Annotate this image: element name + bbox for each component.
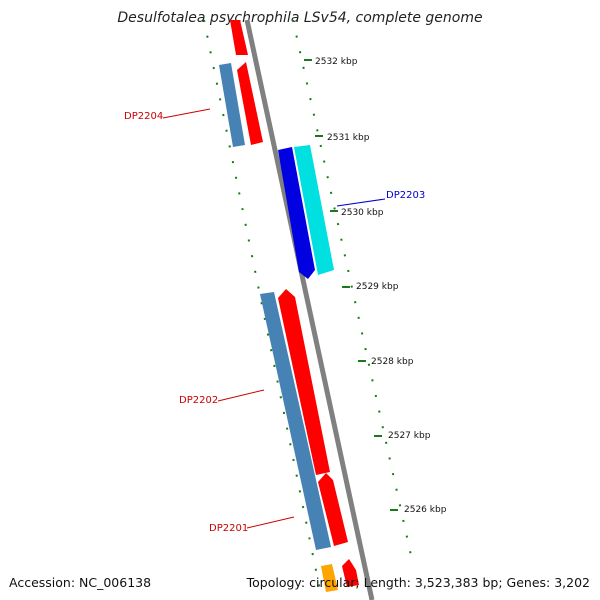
gene-top-red[interactable] bbox=[230, 20, 248, 55]
tick-label: 2529 kbp bbox=[356, 282, 399, 292]
gene-label-dp2201[interactable]: DP2201 bbox=[209, 516, 295, 534]
gene-dp2201[interactable] bbox=[318, 473, 348, 546]
gene-arrow[interactable] bbox=[294, 145, 334, 275]
gene-bottom-orange[interactable] bbox=[321, 564, 338, 592]
tick-label: 2532 kbp bbox=[315, 57, 358, 67]
gene-arrow[interactable] bbox=[237, 62, 263, 145]
genome-backbone bbox=[244, 19, 375, 600]
gene-label-dp2202[interactable]: DP2202 bbox=[179, 389, 265, 406]
tick-labels: 2532 kbp 2531 kbp 2530 kbp 2529 kbp 2528… bbox=[304, 57, 447, 515]
accession-label: Accession: NC_006138 bbox=[9, 575, 152, 590]
gene-bottom-red[interactable] bbox=[342, 559, 359, 587]
gene-label-text[interactable]: DP2202 bbox=[179, 395, 218, 406]
gene-arrow[interactable] bbox=[219, 63, 245, 147]
gene-label-text[interactable]: DP2204 bbox=[124, 111, 163, 122]
gene-arrow[interactable] bbox=[278, 289, 330, 475]
gene-dp2202[interactable] bbox=[260, 289, 331, 550]
inner-tick-ring bbox=[203, 19, 323, 600]
gene-dp2204[interactable] bbox=[219, 62, 263, 147]
gene-arrow[interactable] bbox=[318, 473, 348, 546]
tick-label: 2527 kbp bbox=[388, 431, 431, 441]
tick-label: 2531 kbp bbox=[327, 133, 370, 143]
gene-label-dp2203[interactable]: DP2203 bbox=[336, 190, 425, 207]
tick-label: 2530 kbp bbox=[341, 208, 384, 218]
map-title: Desulfotalea psychrophila LSv54, complet… bbox=[117, 10, 483, 26]
tick-label: 2526 kbp bbox=[404, 505, 447, 515]
gene-arrow[interactable] bbox=[278, 147, 315, 279]
gene-dp2203[interactable] bbox=[278, 145, 334, 279]
genome-summary: Topology: circular; Length: 3,523,383 bp… bbox=[246, 575, 590, 590]
gene-label-text[interactable]: DP2203 bbox=[386, 190, 425, 201]
gene-arrow[interactable] bbox=[260, 292, 331, 550]
gene-label-dp2204[interactable]: DP2204 bbox=[124, 108, 211, 122]
tick-label: 2528 kbp bbox=[371, 357, 414, 367]
gene-label-text[interactable]: DP2201 bbox=[209, 523, 248, 534]
